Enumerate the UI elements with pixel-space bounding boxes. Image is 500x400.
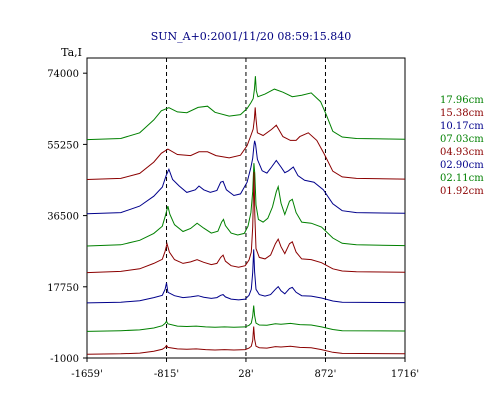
series-line-10.17cm xyxy=(86,140,406,215)
x-axis: -1659' -815' 28' 872' 1716' xyxy=(71,358,419,380)
series-line-02.11cm xyxy=(86,305,406,332)
y-tick-label: 74000 xyxy=(47,69,79,80)
legend: 17.96cm 15.38cm 10.17cm 07.03cm 04.93cm 02.90… xyxy=(440,95,484,197)
legend-entry: 02.90cm xyxy=(440,160,484,171)
legend-entry: 07.03cm xyxy=(440,134,484,145)
legend-entry: 02.11cm xyxy=(440,173,484,184)
legend-entry: 04.93cm xyxy=(440,147,484,158)
series-line-02.90cm xyxy=(86,249,406,304)
series-line-15.38cm xyxy=(86,107,406,180)
series-layer xyxy=(86,76,406,355)
reference-lines xyxy=(166,58,326,358)
y-axis-label: Ta,I xyxy=(61,46,82,59)
legend-entry: 10.17cm xyxy=(440,121,484,132)
x-tick-label: 1716' xyxy=(391,369,419,380)
legend-entry: 17.96cm xyxy=(440,95,484,106)
legend-entry: 15.38cm xyxy=(440,108,484,119)
y-tick-label: 55250 xyxy=(47,140,79,151)
x-tick-label: -815' xyxy=(154,369,179,380)
series-line-07.03cm xyxy=(86,163,406,247)
y-axis: -1000 17750 36500 55250 74000 xyxy=(47,69,87,365)
series-line-17.96cm xyxy=(86,76,406,141)
y-tick-label: -1000 xyxy=(50,354,79,365)
series-line-04.93cm xyxy=(86,171,406,274)
x-tick-label: 872' xyxy=(315,369,337,380)
legend-entry: 01.92cm xyxy=(440,186,484,197)
x-tick-label: -1659' xyxy=(71,369,103,380)
chart-title: SUN_A+0:2001/11/20 08:59:15.840 xyxy=(151,30,352,43)
x-tick-label: 28' xyxy=(238,369,253,380)
y-tick-label: 17750 xyxy=(47,283,79,294)
series-line-01.92cm xyxy=(86,326,406,355)
y-tick-label: 36500 xyxy=(47,212,79,223)
